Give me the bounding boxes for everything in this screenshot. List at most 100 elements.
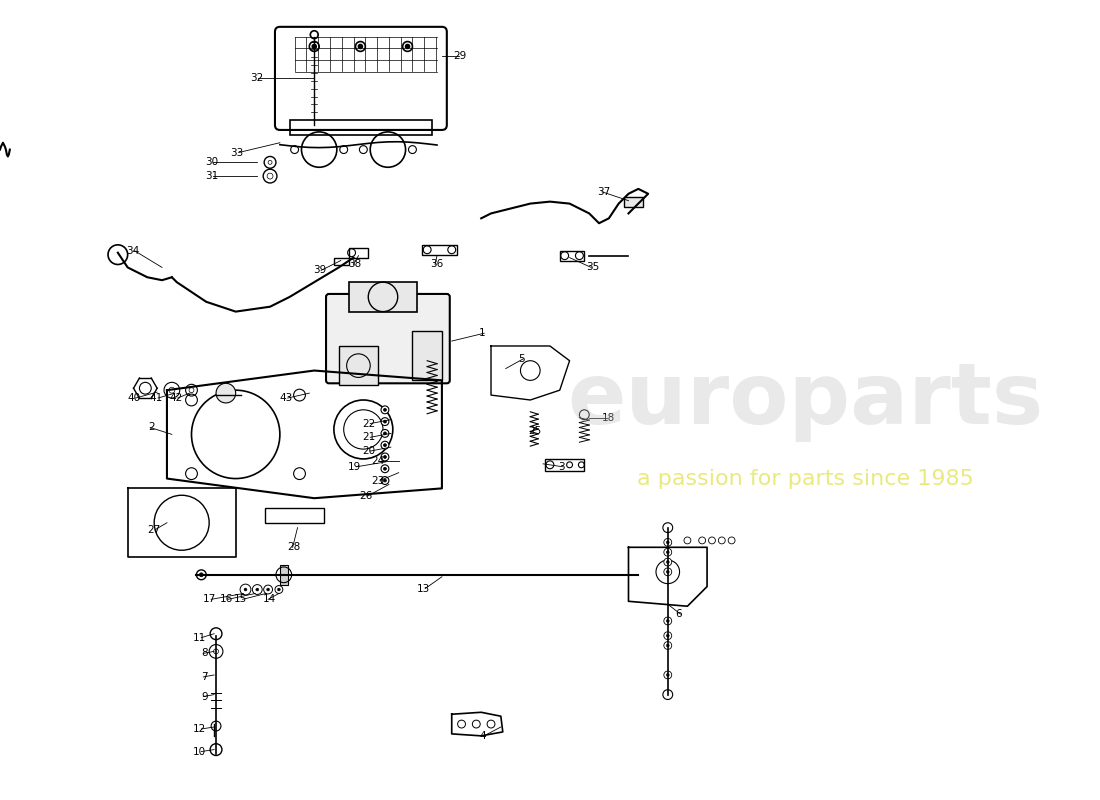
Circle shape <box>667 561 669 563</box>
Circle shape <box>384 432 386 435</box>
Circle shape <box>663 617 672 625</box>
Circle shape <box>667 644 669 647</box>
Text: a passion for parts since 1985: a passion for parts since 1985 <box>637 469 974 489</box>
Circle shape <box>667 619 669 622</box>
Circle shape <box>381 442 389 449</box>
Circle shape <box>381 418 389 426</box>
Circle shape <box>384 420 386 423</box>
Circle shape <box>684 537 691 544</box>
Text: 5: 5 <box>518 354 525 364</box>
Text: 11: 11 <box>192 633 206 642</box>
Text: 26: 26 <box>359 491 372 502</box>
Bar <box>339 346 378 386</box>
Circle shape <box>355 42 365 51</box>
Circle shape <box>667 674 669 677</box>
Circle shape <box>381 477 389 485</box>
Circle shape <box>381 430 389 438</box>
Text: 35: 35 <box>586 262 600 273</box>
Circle shape <box>359 45 362 49</box>
Bar <box>279 565 288 585</box>
Text: 16: 16 <box>220 594 233 604</box>
Text: 14: 14 <box>263 594 276 604</box>
Circle shape <box>384 408 386 411</box>
Circle shape <box>312 45 316 49</box>
Text: 9: 9 <box>201 691 208 702</box>
Text: 25: 25 <box>528 426 541 437</box>
Text: 7: 7 <box>201 672 208 682</box>
Circle shape <box>384 467 386 470</box>
Circle shape <box>381 406 389 414</box>
Circle shape <box>663 538 672 546</box>
Circle shape <box>197 570 206 580</box>
Circle shape <box>667 541 669 544</box>
Circle shape <box>216 383 235 403</box>
Circle shape <box>310 30 318 38</box>
Text: 19: 19 <box>348 462 362 472</box>
Circle shape <box>381 453 389 461</box>
Circle shape <box>663 690 673 699</box>
Text: 33: 33 <box>230 147 243 158</box>
Circle shape <box>663 568 672 576</box>
Text: 15: 15 <box>234 594 248 604</box>
Bar <box>422 245 456 254</box>
Text: 38: 38 <box>349 259 362 270</box>
Circle shape <box>728 537 735 544</box>
Text: 8: 8 <box>201 648 208 658</box>
Text: 6: 6 <box>675 609 682 619</box>
Text: 28: 28 <box>288 542 301 552</box>
Circle shape <box>663 632 672 640</box>
Text: 41: 41 <box>150 393 163 403</box>
Circle shape <box>384 455 386 458</box>
Circle shape <box>384 479 386 482</box>
Circle shape <box>708 537 715 544</box>
Circle shape <box>663 522 673 533</box>
Text: 2: 2 <box>148 422 155 433</box>
FancyBboxPatch shape <box>275 27 447 130</box>
Text: 29: 29 <box>453 51 466 62</box>
Circle shape <box>663 642 672 650</box>
Circle shape <box>406 45 409 49</box>
Text: 24: 24 <box>372 456 385 466</box>
Circle shape <box>256 588 258 591</box>
Text: europarts: europarts <box>568 358 1044 442</box>
Circle shape <box>244 588 248 591</box>
Text: 34: 34 <box>126 246 140 256</box>
Circle shape <box>381 465 389 473</box>
Text: 3: 3 <box>558 462 564 472</box>
Circle shape <box>698 537 705 544</box>
Text: 32: 32 <box>250 73 263 83</box>
Text: 1: 1 <box>480 328 486 338</box>
Bar <box>289 120 432 135</box>
Text: 17: 17 <box>202 594 216 604</box>
Circle shape <box>663 671 672 679</box>
Circle shape <box>663 548 672 556</box>
Circle shape <box>199 573 204 577</box>
Circle shape <box>663 558 672 566</box>
Text: 31: 31 <box>205 171 218 181</box>
Text: 37: 37 <box>597 187 611 197</box>
Circle shape <box>403 42 412 51</box>
Bar <box>349 248 368 258</box>
Circle shape <box>266 588 270 591</box>
Circle shape <box>667 550 669 554</box>
Circle shape <box>108 245 128 265</box>
Text: 22: 22 <box>362 418 375 429</box>
Text: 40: 40 <box>128 393 141 403</box>
Bar <box>412 331 442 380</box>
Circle shape <box>384 444 386 446</box>
Circle shape <box>210 744 222 755</box>
Bar <box>265 508 324 522</box>
Circle shape <box>309 42 319 51</box>
Text: 21: 21 <box>362 432 375 442</box>
Text: 39: 39 <box>312 266 326 275</box>
Circle shape <box>718 537 725 544</box>
Bar <box>560 250 584 261</box>
Bar <box>349 282 417 312</box>
Text: 18: 18 <box>602 413 615 422</box>
Circle shape <box>210 628 222 640</box>
Text: 10: 10 <box>194 746 206 757</box>
Text: 23: 23 <box>372 475 385 486</box>
Text: 4: 4 <box>480 731 486 741</box>
Bar <box>624 197 644 206</box>
Text: 12: 12 <box>192 724 206 734</box>
